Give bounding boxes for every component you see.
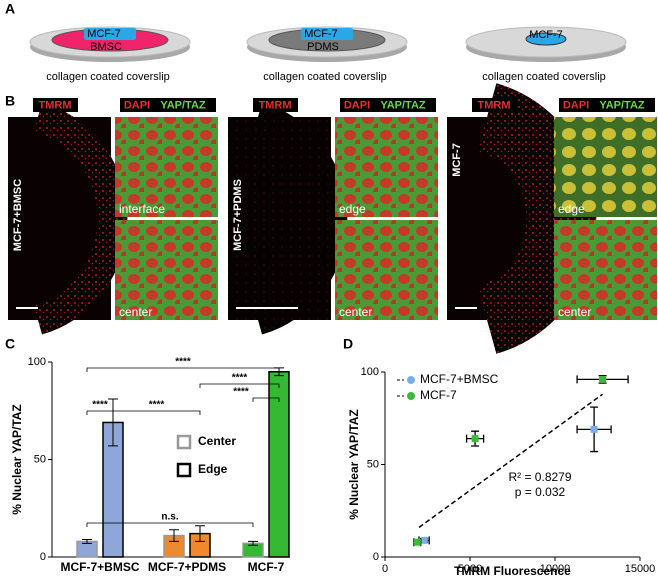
legend-label: MCF-7+BMSC [420,372,499,386]
legend-marker [407,392,415,400]
significance-label: n.s. [161,512,178,523]
significance-bracket [112,410,201,415]
tmrm-ring [476,83,597,354]
point [599,375,607,383]
y-tick-label: 100 [361,366,379,378]
tmrm-ring [33,102,128,335]
point [471,435,479,443]
yap-image [335,117,438,217]
error-bar [195,525,205,542]
point [413,538,421,546]
x-tick-label: 10000 [540,563,571,575]
stain-label: DAPI [563,99,589,111]
x-tick-label: MCF-7+BMSC [60,560,139,574]
cell-layer [84,28,136,40]
point [420,536,428,544]
significance-label: **** [232,373,248,384]
side-label: MCF-7 [451,143,463,177]
stain-label: DAPI [124,99,150,111]
significance-bracket [86,367,280,372]
error-bar [248,540,258,546]
yap-image [554,117,657,217]
label-box [340,98,436,112]
y-tick-label: 100 [28,356,46,368]
label-box [120,98,216,112]
region-label: edge [558,202,585,216]
tmrm-ring [253,102,348,335]
layer-label: BMSC [90,41,122,53]
panel-letter: A [5,1,15,17]
y-axis-label: % Nuclear YAP/TAZ [10,404,24,514]
legend-label: Edge [198,462,228,476]
yap-image [115,220,218,320]
x-tick-label: 5000 [458,563,482,575]
error-bar [108,398,118,447]
legend-swatch [176,434,192,450]
significance-label: **** [92,400,108,411]
fit-line [418,393,604,529]
x-axis-label: TMRM Fluorescence [454,564,571,578]
yap-image [115,117,218,217]
region-label: interface [119,202,165,216]
caption: collagen coated coverslip [263,71,387,83]
yap-image [335,220,438,320]
significance-bracket [86,522,254,527]
legend-marker [407,376,415,384]
region-label: center [119,305,152,319]
region-label: center [558,305,591,319]
significance-label: **** [175,357,191,368]
cell-layer [525,32,567,46]
significance-label: **** [233,387,249,398]
legend-label: Center [198,434,236,448]
label-box [472,98,517,112]
cell-layer [301,28,353,40]
x-tick-label: MCF-7+PDMS [148,560,226,574]
label-box [559,98,655,112]
y-tick-label: 0 [373,551,379,563]
x-tick-label: 0 [382,563,388,575]
region-label: edge [339,202,366,216]
stain-label: YAP/TAZ [160,99,206,111]
error-bar [82,538,92,544]
side-label: MCF-7+BMSC [12,179,24,251]
stain-label: TMRM [478,99,511,111]
panel-letter: B [5,93,15,109]
label-box [253,98,298,112]
stain-label: YAP/TAZ [599,99,645,111]
caption: collagen coated coverslip [482,71,606,83]
significance-bracket [86,410,114,415]
stat-annotation: R² = 0.8279 [508,470,571,484]
stain-label: DAPI [344,99,370,111]
panel-letter: C [5,336,15,352]
x-tick-label: 15000 [625,563,656,575]
significance-bracket [199,383,280,388]
significance-label: **** [149,400,165,411]
cell-label: MCF-7 [87,28,121,40]
y-axis-label: % Nuclear YAP/TAZ [347,409,361,519]
y-tick-label: 50 [367,458,379,470]
point [590,425,598,433]
layer-label: PDMS [307,41,339,53]
label-box [33,98,78,112]
stain-label: TMRM [39,99,72,111]
significance-bracket [252,397,280,402]
stain-label: TMRM [259,99,292,111]
y-tick-label: 0 [40,551,46,563]
stat-annotation: p = 0.032 [515,485,566,499]
side-label: MCF-7+PDMS [232,179,244,251]
yap-image [554,220,657,320]
cell-label: MCF-7 [529,29,563,41]
x-tick-label: MCF-7 [248,560,285,574]
panel-letter: D [343,336,353,352]
y-tick-label: 50 [34,453,46,465]
cell-label: MCF-7 [304,28,338,40]
caption: collagen coated coverslip [46,71,170,83]
region-label: center [339,305,372,319]
stain-label: YAP/TAZ [380,99,426,111]
error-bar [169,529,179,542]
legend-swatch [176,462,192,478]
legend-label: MCF-7 [420,388,457,402]
